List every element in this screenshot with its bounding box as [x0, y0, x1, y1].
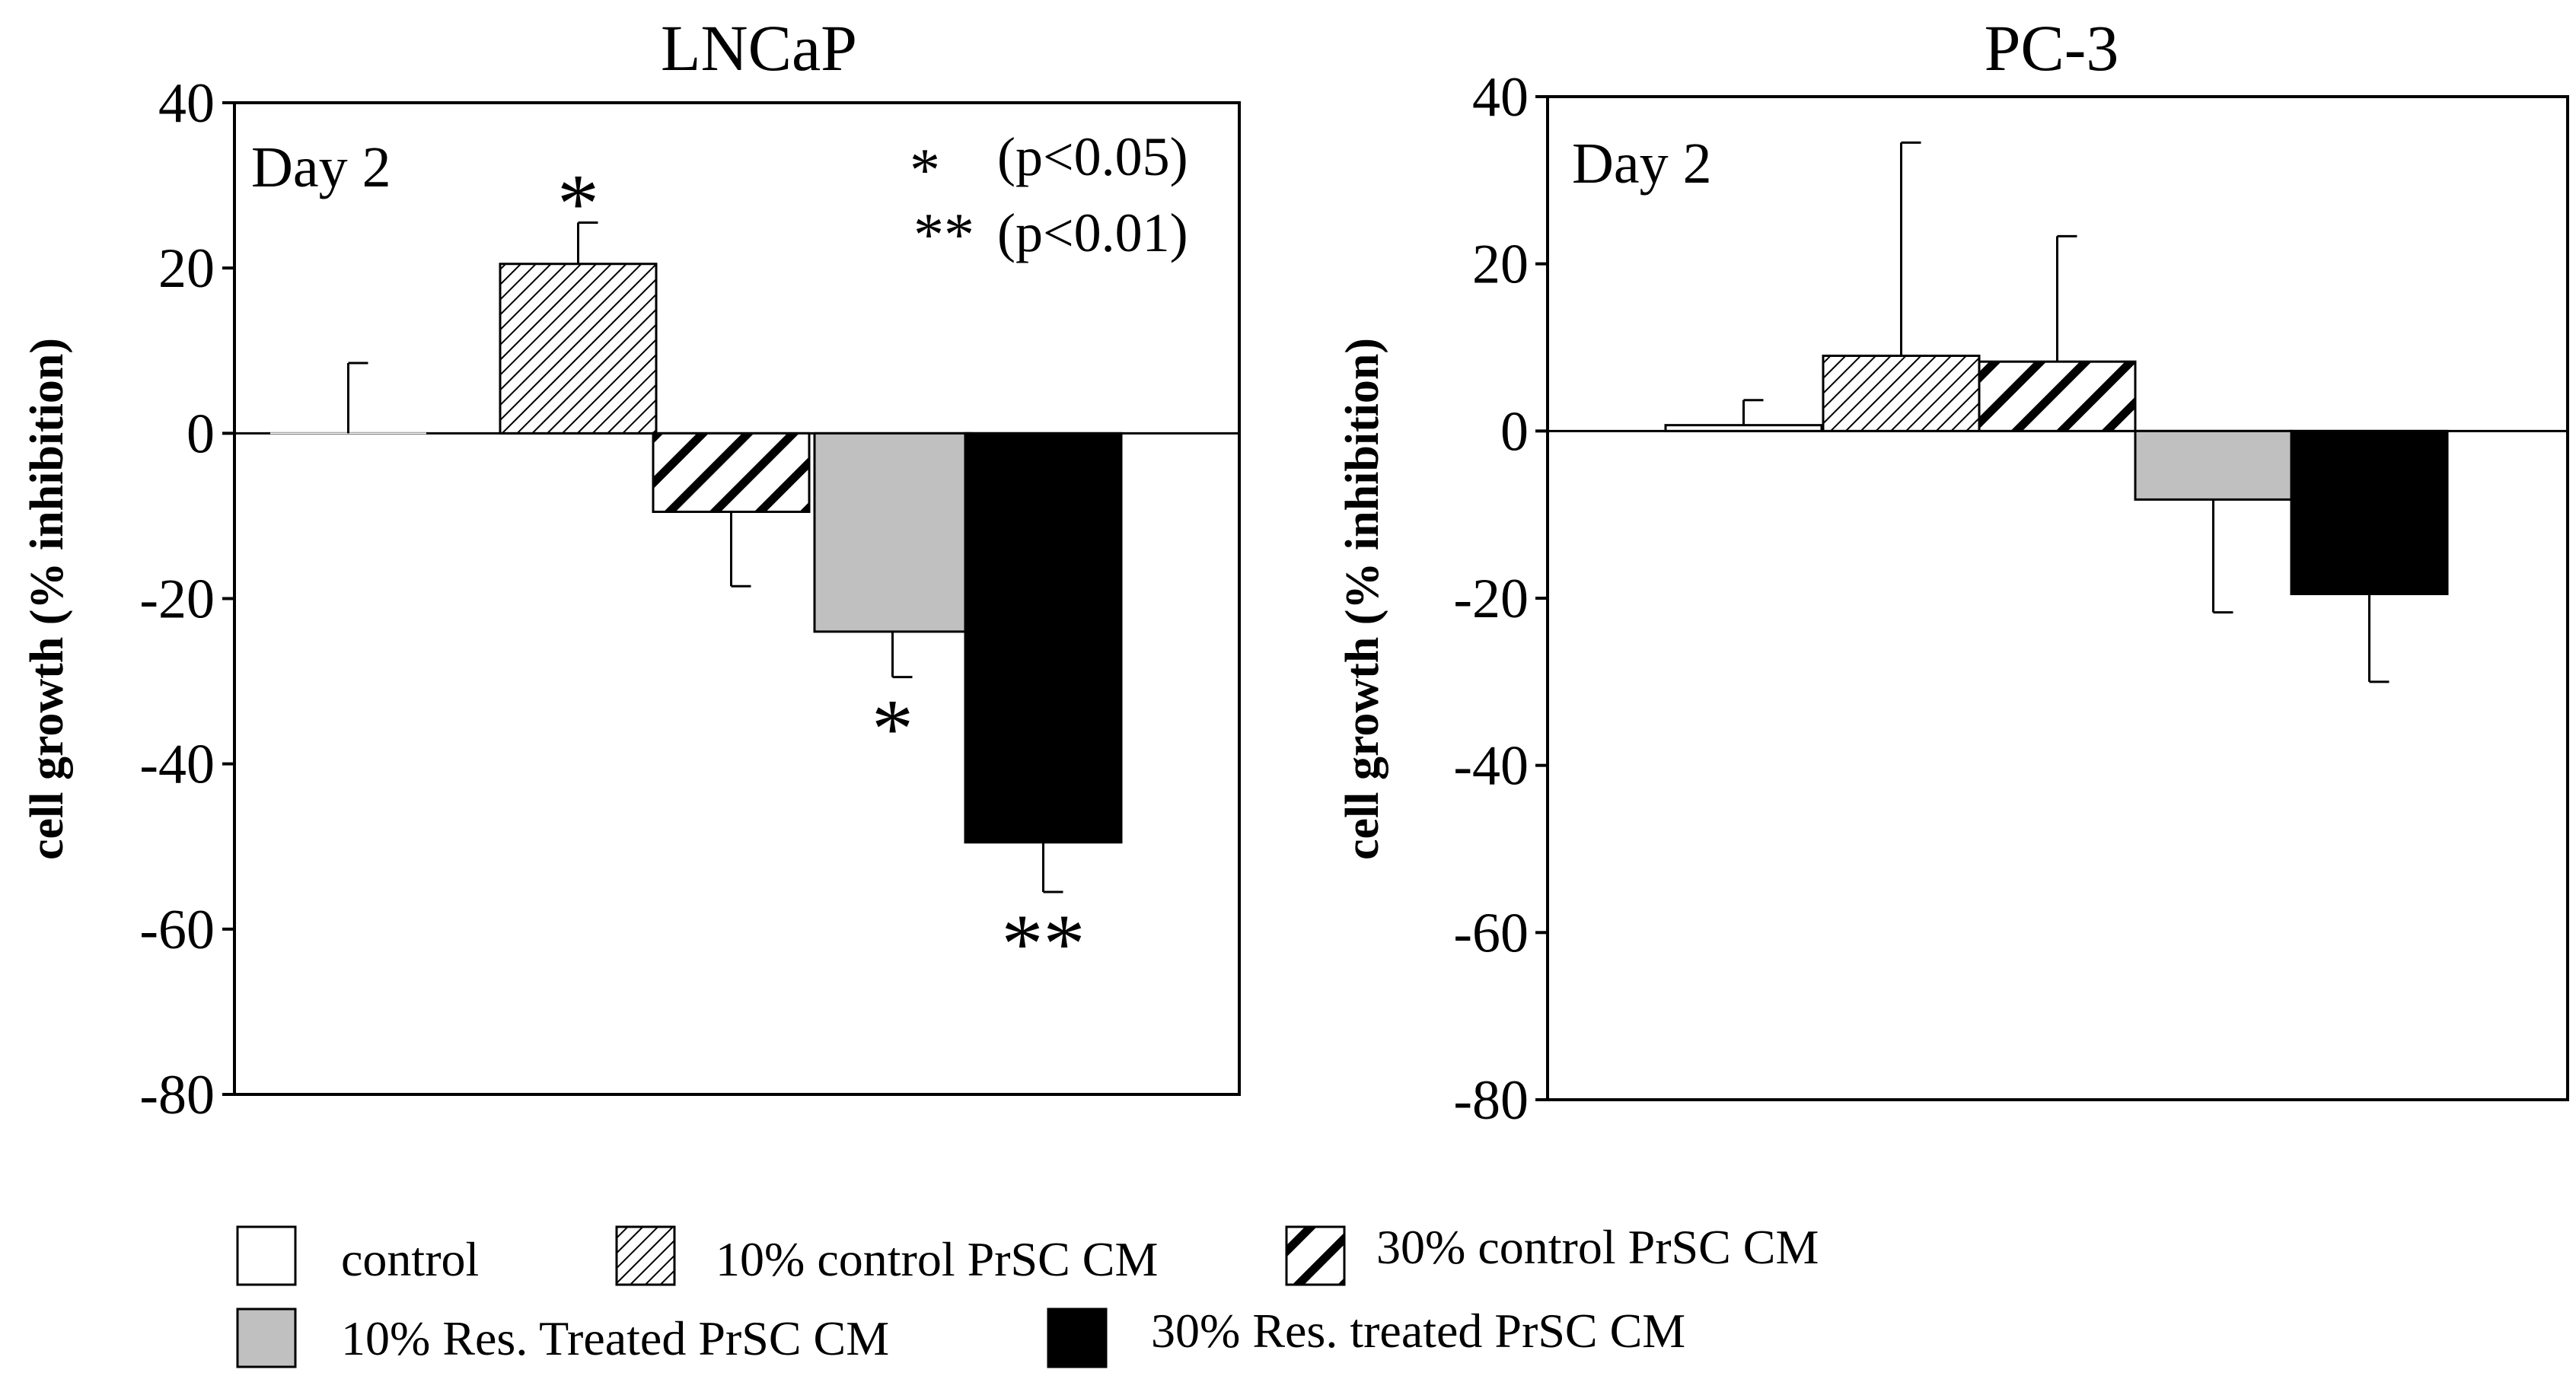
- y-tick-label: -80: [1453, 1069, 1529, 1132]
- y-tick-label: -20: [139, 569, 215, 631]
- bar-10-control: [1822, 354, 1981, 432]
- legend-label: 30% Res. treated PrSC CM: [1151, 1304, 1685, 1358]
- sig-legend-mark-1: *: [910, 137, 940, 204]
- bar-30-res: [964, 432, 1123, 844]
- bar-30-control: [1978, 360, 2137, 432]
- chart-title: LNCaP: [661, 11, 857, 84]
- legend-swatch-10-control: [615, 1225, 676, 1286]
- pc3-panel: PC-3 40 20 0 -20 -40 -60 -80 Day 2 cell growth…: [1337, 11, 2569, 1132]
- legend-item-30-control: 30% control PrSC CM: [1285, 1220, 1819, 1286]
- legend-label: 10% Res. Treated PrSC CM: [341, 1311, 889, 1365]
- sig-legend-mark-2: **: [913, 202, 974, 269]
- y-tick-label: -40: [1453, 735, 1529, 798]
- y-tick-label: 0: [1500, 400, 1529, 463]
- y-tick-label: 40: [1472, 66, 1529, 129]
- legend-item-control: control: [236, 1225, 479, 1286]
- sig-legend-text-1: (p<0.05): [997, 126, 1188, 187]
- significance-mark-10-res: *: [872, 683, 913, 776]
- bars: [1664, 141, 2449, 683]
- legend-item-30-res: 30% Res. treated PrSC CM: [1047, 1304, 1685, 1368]
- y-axis-label: cell growth (% inhibition): [1337, 338, 1388, 860]
- y-axis: 40 20 0 -20 -40 -60 -80: [1453, 66, 1548, 1132]
- legend-item-10-control: 10% control PrSC CM: [615, 1225, 1158, 1286]
- bar-10-res: [813, 432, 972, 633]
- bars: ****: [270, 157, 1123, 990]
- bar-10-res: [2134, 429, 2293, 501]
- y-axis: 40 20 0 -20 -40 -60 -80: [139, 72, 234, 1126]
- sig-legend-text-2: (p<0.01): [997, 202, 1188, 263]
- bar-10-control: [499, 263, 658, 435]
- y-tick-label: -80: [139, 1064, 215, 1126]
- y-tick-label: 20: [158, 237, 215, 300]
- legend-label: 10% control PrSC CM: [716, 1232, 1158, 1286]
- legend-swatch-10-res: [236, 1308, 297, 1368]
- y-tick-label: -60: [139, 899, 215, 961]
- y-tick-label: -40: [139, 734, 215, 796]
- y-tick-label: 40: [158, 72, 215, 135]
- panel-label: Day 2: [251, 135, 391, 199]
- bar-30-control: [652, 432, 811, 513]
- bar-control: [1664, 424, 1823, 432]
- y-tick-label: -60: [1453, 902, 1529, 964]
- chart-title: PC-3: [1985, 11, 2119, 84]
- y-tick-label: -20: [1453, 568, 1529, 630]
- legend-label: 30% control PrSC CM: [1376, 1220, 1819, 1274]
- legend-swatch-control: [236, 1225, 297, 1286]
- legend-swatch-30-control: [1285, 1225, 1346, 1286]
- legend: control 10% control PrSC CM 30% control …: [236, 1220, 1819, 1368]
- y-axis-label: cell growth (% inhibition): [21, 338, 73, 860]
- panel-label: Day 2: [1572, 132, 1712, 196]
- legend-item-10-res: 10% Res. Treated PrSC CM: [236, 1308, 889, 1368]
- y-tick-label: 0: [187, 403, 215, 465]
- significance-mark-10-control: *: [557, 157, 599, 250]
- legend-swatch-30-res: [1047, 1308, 1108, 1368]
- significance-mark-30-res: **: [1002, 897, 1086, 990]
- bar-30-res: [2290, 429, 2449, 596]
- y-tick-label: 20: [1472, 234, 1529, 296]
- legend-label: control: [341, 1232, 479, 1286]
